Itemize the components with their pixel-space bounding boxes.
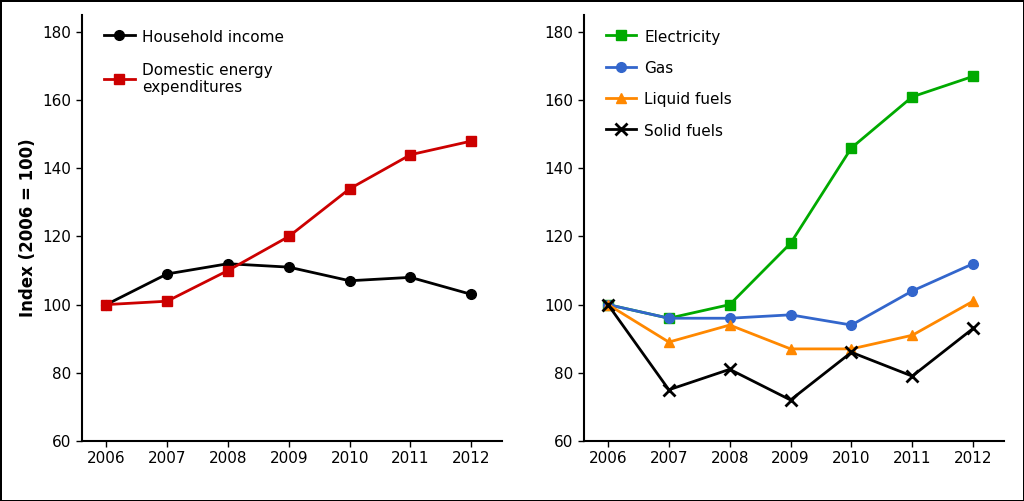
Domestic energy
expenditures xyxy=(283,233,295,239)
Electricity xyxy=(663,315,675,321)
Domestic energy
expenditures xyxy=(404,152,417,158)
Electricity xyxy=(784,240,797,246)
Liquid fuels xyxy=(906,332,919,338)
Line: Domestic energy
expenditures: Domestic energy expenditures xyxy=(101,136,476,310)
Domestic energy
expenditures xyxy=(161,298,173,304)
Electricity xyxy=(967,73,979,79)
Gas xyxy=(906,288,919,294)
Gas xyxy=(663,315,675,321)
Liquid fuels xyxy=(663,339,675,345)
Legend: Electricity, Gas, Liquid fuels, Solid fuels: Electricity, Gas, Liquid fuels, Solid fu… xyxy=(600,23,738,145)
Solid fuels xyxy=(663,387,675,393)
Solid fuels xyxy=(906,373,919,379)
Solid fuels xyxy=(967,326,979,332)
Line: Electricity: Electricity xyxy=(603,72,978,323)
Household income xyxy=(222,261,234,267)
Solid fuels xyxy=(724,366,736,372)
Household income xyxy=(100,302,113,308)
Liquid fuels xyxy=(845,346,857,352)
Line: Solid fuels: Solid fuels xyxy=(602,299,979,405)
Line: Household income: Household income xyxy=(101,259,476,310)
Gas xyxy=(602,302,614,308)
Gas xyxy=(845,322,857,328)
Y-axis label: Index (2006 = 100): Index (2006 = 100) xyxy=(19,139,37,317)
Electricity xyxy=(906,94,919,100)
Domestic energy
expenditures xyxy=(222,268,234,274)
Solid fuels xyxy=(784,397,797,403)
Gas xyxy=(967,261,979,267)
Household income xyxy=(343,278,355,284)
Legend: Household income, Domestic energy
expenditures: Household income, Domestic energy expend… xyxy=(98,23,291,102)
Household income xyxy=(161,271,173,277)
Liquid fuels xyxy=(784,346,797,352)
Gas xyxy=(784,312,797,318)
Household income xyxy=(404,275,417,281)
Liquid fuels xyxy=(724,322,736,328)
Gas xyxy=(724,315,736,321)
Household income xyxy=(283,264,295,270)
Solid fuels xyxy=(602,302,614,308)
Domestic energy
expenditures xyxy=(100,302,113,308)
Solid fuels xyxy=(845,349,857,355)
Domestic energy
expenditures xyxy=(465,138,477,144)
Electricity xyxy=(845,145,857,151)
Line: Gas: Gas xyxy=(603,259,978,330)
Line: Liquid fuels: Liquid fuels xyxy=(603,296,978,354)
Liquid fuels xyxy=(967,298,979,304)
Liquid fuels xyxy=(602,302,614,308)
Electricity xyxy=(724,302,736,308)
Domestic energy
expenditures xyxy=(343,186,355,192)
Electricity xyxy=(602,302,614,308)
Household income xyxy=(465,292,477,298)
